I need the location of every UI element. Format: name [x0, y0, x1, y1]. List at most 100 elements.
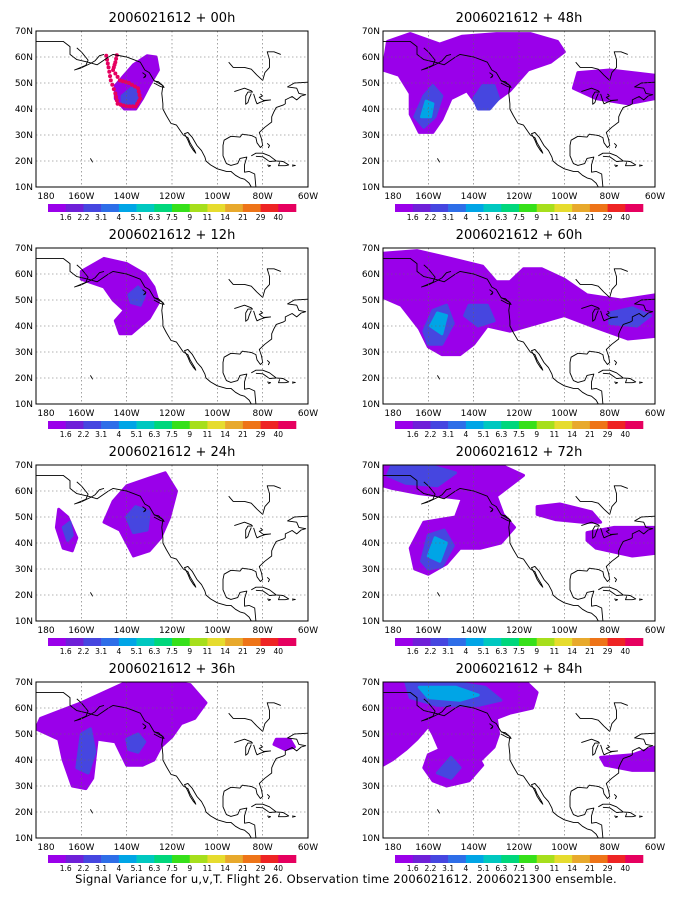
colorbar-swatch — [554, 421, 573, 429]
colorbar-swatch — [189, 638, 208, 646]
lon-tick-label: 60W — [298, 192, 318, 202]
lat-tick-label: 30N — [15, 565, 33, 575]
variance-contour — [571, 68, 655, 106]
colorbar-label: 11 — [203, 864, 213, 873]
coastline — [614, 381, 619, 385]
coastline — [489, 289, 494, 296]
colorbar-label: 9 — [534, 430, 539, 439]
coastline — [437, 158, 441, 163]
colorbar-label: 3.1 — [95, 213, 107, 222]
lon-tick-label: 100W — [551, 409, 577, 419]
colorbar-swatch — [118, 855, 137, 863]
coastline — [266, 142, 270, 149]
variance-contour — [417, 685, 480, 702]
coastline — [623, 377, 637, 384]
lat-tick-label: 30N — [362, 131, 380, 141]
colorbar-label: 29 — [256, 213, 266, 222]
colorbar-label: 6.3 — [495, 864, 507, 873]
colorbar-label: 40 — [621, 864, 631, 873]
colorbar: 1.6 2.2 3.1 4 5.1 6.3 7.5 9 11 14 21 29 40 — [48, 421, 297, 439]
lat-tick-label: 20N — [15, 808, 33, 818]
colorbar-swatch — [154, 204, 173, 212]
coastline — [142, 723, 147, 730]
panel-title: 2006021612 + 72h — [456, 445, 583, 460]
variance-contour — [125, 732, 147, 754]
colorbar-swatch — [448, 421, 467, 429]
coastline — [421, 481, 452, 505]
colorbar-label: 40 — [274, 864, 284, 873]
colorbar-swatch — [519, 421, 538, 429]
colorbar-swatch — [625, 855, 644, 863]
map-panel: 2006021612 + 60h 180 160W 140W 120W 100W 80W 60… — [362, 228, 665, 439]
lat-tick-label: 70N — [15, 461, 33, 471]
lon-tick-label: 60W — [298, 409, 318, 419]
colorbar-label: 11 — [550, 864, 560, 873]
colorbar-swatch — [225, 638, 244, 646]
lon-tick-label: 160W — [68, 192, 94, 202]
coastline — [74, 264, 105, 288]
lat-tick-label: 70N — [15, 678, 33, 688]
colorbar-swatch — [65, 638, 84, 646]
lon-tick-label: 120W — [506, 626, 532, 636]
coastline — [489, 72, 494, 79]
colorbar-label: 7.5 — [513, 430, 525, 439]
colorbar-swatch — [412, 421, 431, 429]
panel-title: 2006021612 + 00h — [109, 11, 236, 26]
coastline — [36, 40, 256, 187]
colorbar-swatch — [607, 638, 626, 646]
colorbar-label: 1.6 — [60, 864, 72, 873]
variance-contour — [463, 303, 496, 328]
colorbar-label: 2.2 — [77, 213, 89, 222]
colorbar-swatch — [65, 204, 84, 212]
colorbar-label: 5.1 — [478, 213, 490, 222]
colorbar: 1.6 2.2 3.1 4 5.1 6.3 7.5 9 11 14 21 29 40 — [48, 638, 297, 656]
colorbar-swatch — [278, 204, 297, 212]
coastline — [142, 506, 147, 513]
colorbar-swatch — [154, 855, 173, 863]
lon-tick-label: 80W — [252, 409, 272, 419]
lon-tick-label: 80W — [252, 192, 272, 202]
colorbar-swatch — [395, 855, 414, 863]
map-panel: 2006021612 + 72h 180 160W 140W 120W 100W 80W 60… — [362, 445, 665, 656]
colorbar-label: 21 — [585, 864, 595, 873]
lat-tick-label: 30N — [362, 565, 380, 575]
colorbar-label: 9 — [187, 647, 192, 656]
variance-contour — [383, 465, 525, 576]
coastline — [489, 723, 494, 730]
coastline — [251, 152, 277, 162]
colorbar-label: 6.3 — [148, 213, 160, 222]
coastline — [276, 594, 290, 601]
coastline — [291, 598, 296, 601]
colorbar-swatch — [154, 638, 173, 646]
colorbar-swatch — [536, 855, 555, 863]
colorbar: 1.6 2.2 3.1 4 5.1 6.3 7.5 9 11 14 21 29 40 — [395, 855, 644, 873]
lat-tick-label: 60N — [15, 487, 33, 497]
lon-tick-label: 100W — [551, 192, 577, 202]
colorbar-swatch — [278, 421, 297, 429]
colorbar-label: 3.1 — [442, 864, 454, 873]
colorbar-label: 7.5 — [166, 213, 178, 222]
lat-tick-label: 70N — [362, 461, 380, 471]
lon-tick-label: 140W — [461, 843, 487, 853]
lon-tick-label: 60W — [645, 192, 665, 202]
colorbar-swatch — [242, 421, 261, 429]
map-frame — [382, 247, 656, 405]
colorbar-label: 14 — [567, 647, 577, 656]
colorbar-swatch — [172, 638, 191, 646]
lat-tick-label: 10N — [15, 834, 33, 844]
coastline — [437, 809, 441, 814]
lat-tick-label: 10N — [362, 400, 380, 410]
colorbar-swatch — [483, 638, 502, 646]
coastline — [421, 698, 452, 722]
coastline — [500, 731, 512, 739]
colorbar-swatch — [83, 855, 102, 863]
lat-tick-label: 50N — [15, 296, 33, 306]
colorbar-swatch — [83, 638, 102, 646]
lon-tick-label: 180 — [37, 626, 54, 636]
panel-title: 2006021612 + 24h — [109, 445, 236, 460]
colorbar-swatch — [207, 855, 226, 863]
colorbar-swatch — [589, 204, 608, 212]
colorbar-label: 5.1 — [131, 213, 143, 222]
coastline — [266, 576, 270, 583]
colorbar-swatch — [589, 855, 608, 863]
